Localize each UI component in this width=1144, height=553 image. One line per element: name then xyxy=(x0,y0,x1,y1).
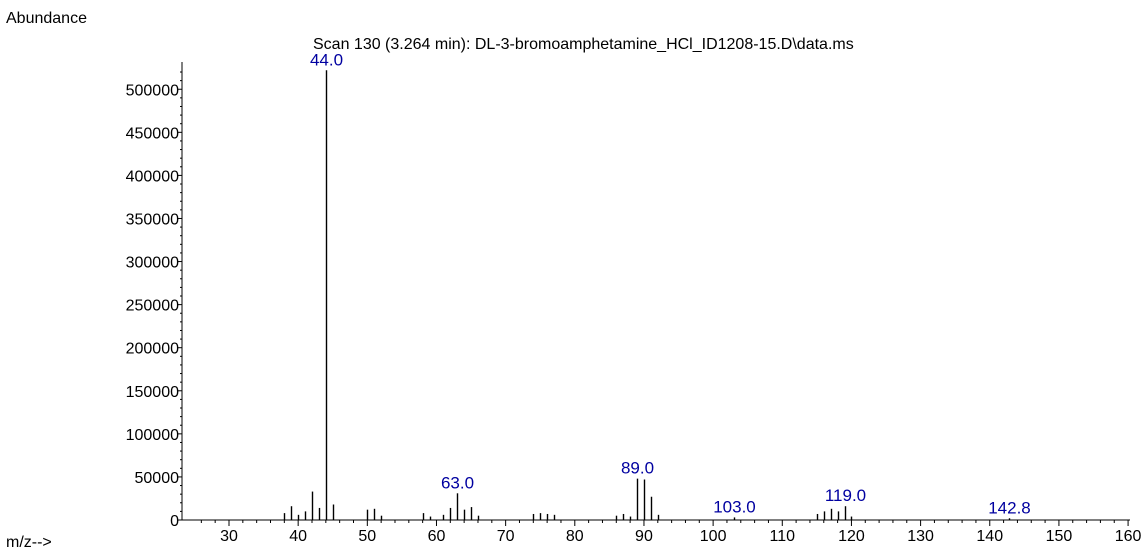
y-tick-label: 500000 xyxy=(126,82,179,99)
x-tick-label: 90 xyxy=(635,528,653,545)
peak-label: 63.0 xyxy=(441,473,474,492)
chart-title: Scan 130 (3.264 min): DL-3-bromoamphetam… xyxy=(313,36,854,53)
y-tick-label: 0 xyxy=(170,513,179,530)
peak-bar-group xyxy=(283,70,1011,520)
y-tick-label: 150000 xyxy=(126,384,179,401)
x-tick-label: 60 xyxy=(428,528,446,545)
y-tick-label: 100000 xyxy=(126,427,179,444)
y-tick-label: 400000 xyxy=(126,168,179,185)
peak-label-group: 44.063.089.0103.0119.0142.8168.9183.9197… xyxy=(310,50,1031,517)
x-tick-label: 160 xyxy=(1115,528,1142,545)
x-tick-label: 140 xyxy=(976,528,1003,545)
peak-label: 103.0 xyxy=(713,497,756,516)
y-tick-label: 250000 xyxy=(126,298,179,315)
x-tick-label: 130 xyxy=(907,528,934,545)
x-axis-title: m/z--> xyxy=(6,534,52,551)
y-tick-label: 50000 xyxy=(135,470,180,487)
x-tick-label: 120 xyxy=(838,528,865,545)
y-tick-label: 200000 xyxy=(126,341,179,358)
peak-label: 119.0 xyxy=(825,486,866,505)
x-tick-label: 30 xyxy=(220,528,238,545)
y-tick-label: 350000 xyxy=(126,211,179,228)
x-tick-label: 150 xyxy=(1046,528,1073,545)
y-tick-label: 450000 xyxy=(126,125,179,142)
x-tick-label: 50 xyxy=(358,528,376,545)
peak-label: 142.8 xyxy=(988,498,1031,517)
x-tick-label: 110 xyxy=(770,528,796,545)
x-tick-label: 70 xyxy=(497,528,515,545)
y-tick-label: 300000 xyxy=(126,255,179,272)
x-tick-label: 80 xyxy=(566,528,584,545)
x-tick-label: 100 xyxy=(700,528,727,545)
peak-label: 44.0 xyxy=(310,50,343,69)
peak-label: 89.0 xyxy=(621,459,654,478)
y-axis-title: Abundance xyxy=(6,10,87,27)
x-tick-label: 40 xyxy=(289,528,307,545)
tick-group: 0 50000 100000 150000 200000 250000 300000 3500… xyxy=(126,71,1142,545)
